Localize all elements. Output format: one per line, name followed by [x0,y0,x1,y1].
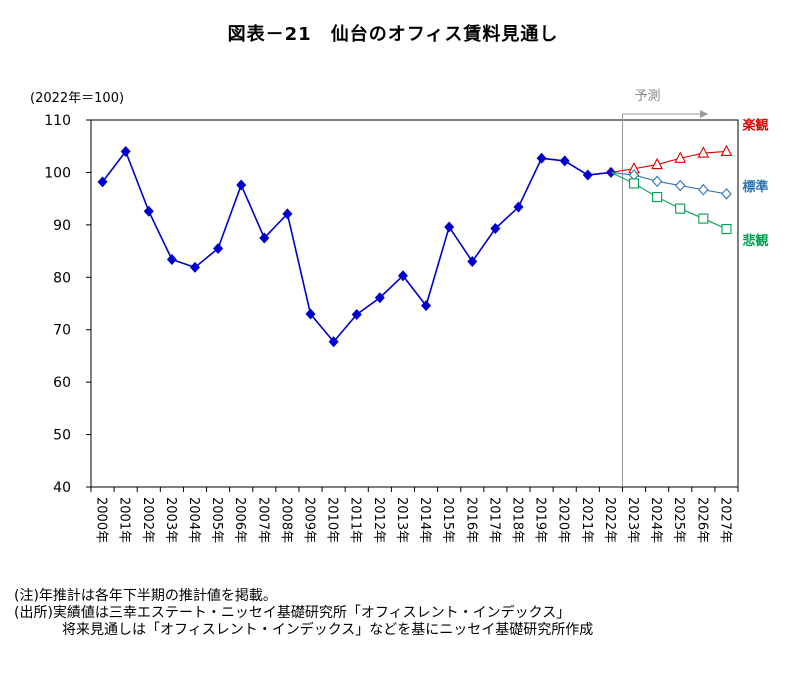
forecast-label: 予測 [634,89,660,104]
y-tick-label: 110 [44,113,71,129]
x-tick-label: 2003年 [163,497,178,543]
data-point [674,151,687,163]
data-point [674,179,686,192]
x-tick-label: 2015年 [440,497,455,543]
data-point [721,188,732,200]
series-pessimistic-label: 悲観 [742,233,768,249]
data-point [651,175,663,188]
series-standard-label: 標準 [742,179,768,195]
data-point [143,205,154,217]
data-point [536,152,547,164]
y-tick-label: 100 [44,165,71,181]
data-point [259,232,270,244]
x-tick-label: 2011年 [348,497,363,543]
x-tick-label: 2019年 [533,497,548,543]
chart-notes: (注)年推計は各年下半期の推計値を掲載。 (出所)実績値は三幸エステート・ニッセ… [14,588,593,639]
data-point [421,300,432,312]
series-optimistic-line [610,150,727,173]
x-tick-label: 2027年 [717,497,732,543]
data-point [720,144,733,157]
data-point [213,242,224,254]
data-point [374,292,385,304]
data-point [490,223,501,235]
x-tick-label: 2017年 [486,497,501,543]
x-tick-label: 2008年 [278,497,293,543]
x-tick-label: 2023年 [625,497,640,543]
data-point [282,208,293,220]
x-tick-label: 2022年 [602,497,617,543]
y-tick-label: 60 [53,375,71,391]
x-tick-label: 2021年 [579,497,594,543]
forecast-arrowhead [700,110,708,118]
data-point [698,183,709,196]
y-tick-label: 70 [53,323,71,339]
y-tick-label: 50 [53,428,71,444]
y-tick-label: 90 [53,218,71,234]
plot-frame [90,119,739,488]
x-tick-label: 2002年 [140,497,155,543]
x-tick-label: 2020年 [556,497,571,543]
line-chart: 40 50 60 70 80 90 100 110 (2022年＝100) 2000年 2001年 2… [30,89,768,543]
data-point [351,309,362,321]
data-point [675,203,686,214]
chart-title: 図表－21 仙台のオフィス賃料見通し [227,24,559,45]
data-point [97,176,108,188]
data-point [444,221,455,233]
source-line: (出所)実績値は三幸エステート・ニッセイ基礎研究所「オフィスレント・インデックス… [14,605,571,621]
x-tick-label: 2006年 [232,497,247,543]
data-point [697,146,710,158]
y-tick-label: 40 [53,480,71,496]
x-tick-label: 2018年 [509,497,524,543]
data-point [628,178,640,189]
x-tick-label: 2005年 [209,497,224,543]
x-tick-label: 2001年 [117,497,132,543]
x-tick-label: 2007年 [255,497,270,543]
data-point [166,253,177,265]
x-tick-label: 2000年 [94,497,109,543]
data-point [328,336,339,348]
x-tick-label: 2014年 [417,497,432,543]
data-point [513,201,524,213]
data-point [467,256,478,268]
data-point [582,169,593,181]
data-point [652,192,663,203]
data-point [698,213,709,224]
x-tick-label: 2016年 [463,497,478,543]
series-standard-line [610,171,727,195]
x-tick-label: 2004年 [186,497,201,543]
x-tick-label: 2024年 [648,497,663,543]
data-point [189,261,200,273]
series-optimistic-label: 楽観 [741,117,768,133]
data-point [120,145,131,157]
data-point [305,308,316,320]
y-unit-label: (2022年＝100) [30,91,124,106]
data-point [721,224,732,235]
data-point [559,155,570,167]
x-tick-label: 2026年 [694,497,709,543]
note-line: (注)年推計は各年下半期の推計値を掲載。 [14,588,277,604]
y-tick-label: 80 [53,270,71,286]
data-point [397,270,408,282]
data-point [651,157,664,170]
data-point [236,179,247,191]
x-tick-label: 2009年 [302,497,317,543]
x-tick-label: 2012年 [371,497,386,543]
x-tick-label: 2025年 [671,497,686,543]
source-line-continued: 将来見通しは「オフィスレント・インデックス」などを基にニッセイ基礎研究所作成 [62,622,594,638]
series-pessimistic-line [610,171,727,230]
x-tick-label: 2010年 [325,497,340,543]
x-tick-label: 2013年 [394,497,409,543]
